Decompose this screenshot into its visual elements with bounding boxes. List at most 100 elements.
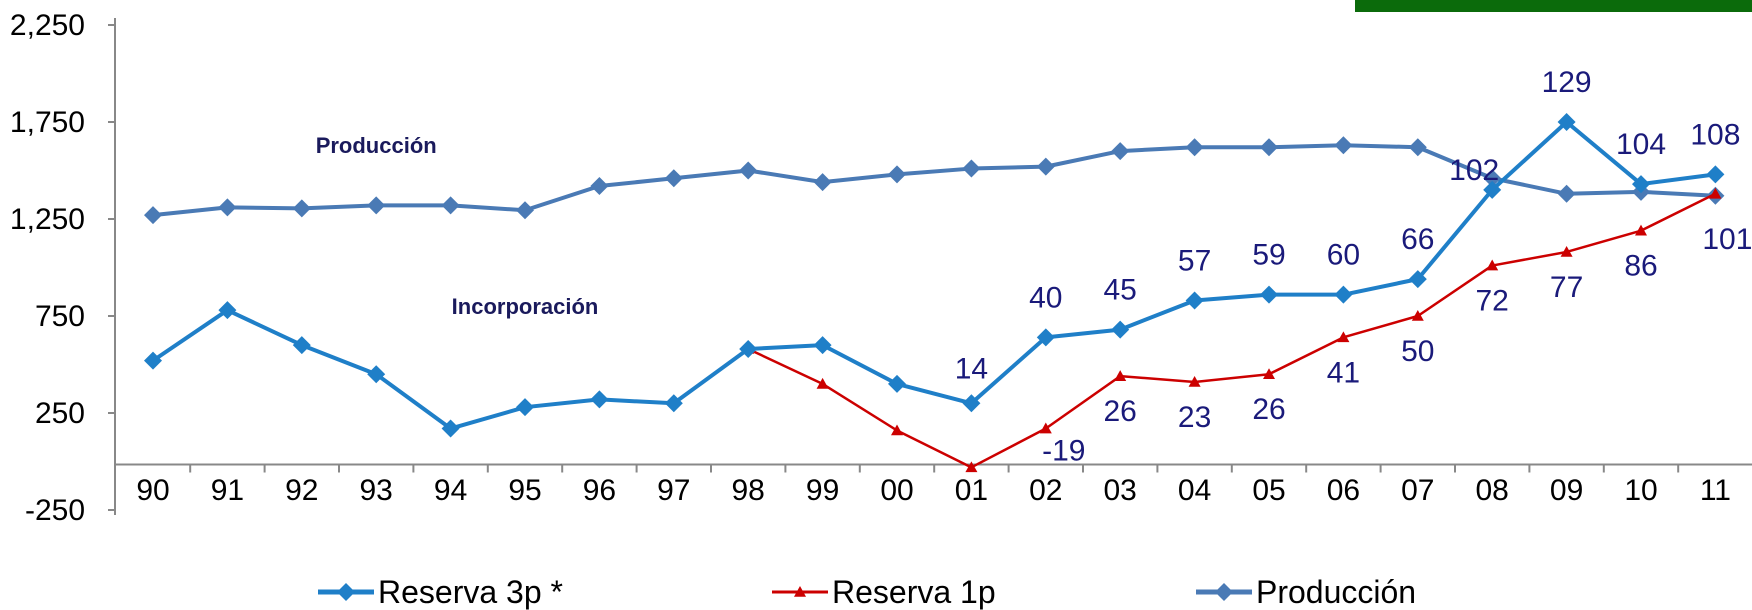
data-point	[1486, 259, 1499, 271]
data-point	[144, 206, 162, 225]
data-label: 26	[1252, 393, 1285, 426]
data-label: 41	[1327, 356, 1360, 389]
x-tick-label: 10	[1624, 474, 1657, 507]
x-tick-label: 93	[360, 474, 393, 507]
x-tick-label: 96	[583, 474, 616, 507]
series-line	[152, 143, 1716, 218]
data-point	[1111, 142, 1130, 161]
x-tick-label: 00	[880, 474, 913, 507]
data-label: 50	[1401, 335, 1434, 368]
accent-bar	[1355, 0, 1752, 12]
data-label: 59	[1252, 239, 1285, 272]
data-point	[1632, 175, 1650, 194]
data-label: 14	[955, 352, 988, 385]
data-label: 86	[1624, 250, 1657, 283]
series-group	[144, 113, 1725, 473]
annotation-label: Producción	[316, 133, 437, 158]
y-tick-label: -250	[25, 494, 85, 527]
x-axis: 90 91 92 93 94 95 96 97 98 99 00 01 02 03 04 05 06 07 08 09…	[115, 463, 1752, 507]
data-point	[739, 161, 758, 180]
data-point	[1557, 184, 1576, 203]
data-point	[888, 374, 906, 393]
data-point	[218, 301, 237, 320]
series-line	[747, 192, 1716, 469]
x-tick-label: 05	[1252, 474, 1285, 507]
data-point	[1334, 136, 1353, 155]
data-point	[292, 336, 311, 355]
data-label: 77	[1550, 271, 1583, 304]
data-point	[891, 424, 903, 436]
data-label: 57	[1178, 244, 1211, 277]
data-point	[441, 419, 460, 438]
data-point	[739, 339, 758, 358]
data-point	[1334, 285, 1353, 304]
data-point	[1408, 138, 1427, 157]
data-point	[1337, 331, 1350, 343]
data-label: 23	[1178, 401, 1211, 434]
data-labels: 14 40 45 57 59 60 66 102 129 104 108 -19 26 23 26 41 50 7…	[955, 66, 1752, 468]
data-label: 129	[1542, 66, 1592, 99]
data-point	[1706, 165, 1725, 184]
data-point	[664, 394, 683, 413]
data-point	[1483, 180, 1502, 199]
annotations: Producción Incorporación	[316, 133, 599, 319]
x-tick-label: 02	[1029, 474, 1062, 507]
legend-marker	[794, 586, 806, 597]
data-point	[1036, 328, 1055, 347]
data-point	[888, 165, 906, 184]
y-tick-label: 250	[35, 397, 85, 430]
legend-item: Reserva 3p *	[318, 574, 563, 610]
x-tick-label: 94	[434, 474, 467, 507]
data-point	[590, 177, 609, 196]
annotation-label: Incorporación	[452, 294, 599, 319]
x-tick-label: 98	[732, 474, 765, 507]
data-label: 108	[1690, 118, 1740, 151]
data-point	[1039, 422, 1052, 434]
data-point	[813, 173, 832, 192]
x-tick-label: 03	[1104, 474, 1137, 507]
data-point	[367, 365, 386, 384]
data-label: 66	[1401, 223, 1434, 256]
data-point	[516, 201, 534, 220]
data-label: 60	[1327, 239, 1360, 272]
data-point	[590, 390, 609, 409]
series-line	[151, 120, 1716, 431]
y-tick-label: 750	[35, 300, 85, 333]
data-label: 26	[1104, 395, 1137, 428]
data-point	[1260, 285, 1278, 304]
x-tick-label: 99	[806, 474, 839, 507]
data-point	[1263, 368, 1275, 379]
legend-marker	[1215, 583, 1233, 601]
data-point	[1185, 291, 1204, 310]
x-tick-label: 91	[211, 474, 244, 507]
x-tick-label: 09	[1550, 474, 1583, 507]
x-tick-label: 92	[285, 474, 318, 507]
legend-marker	[337, 583, 355, 601]
x-tick-label: 06	[1327, 474, 1360, 507]
data-point	[1036, 157, 1055, 176]
y-tick-label: 1,250	[10, 203, 85, 236]
legend-item: Producción	[1196, 574, 1416, 610]
x-tick-label: 07	[1401, 474, 1434, 507]
data-point	[367, 196, 386, 215]
data-point	[144, 351, 162, 370]
data-point	[962, 394, 981, 413]
x-tick-label: 11	[1700, 474, 1731, 507]
data-point	[516, 398, 534, 417]
data-point	[1111, 320, 1130, 339]
data-label: 45	[1104, 274, 1137, 307]
data-point	[1185, 138, 1204, 157]
data-point	[965, 461, 978, 473]
data-point	[1560, 245, 1573, 257]
x-tick-label: 04	[1178, 474, 1211, 507]
data-label: 104	[1616, 128, 1666, 161]
data-point	[664, 169, 683, 188]
x-tick-label: 95	[508, 474, 541, 507]
data-point	[292, 199, 311, 218]
data-point	[1635, 224, 1647, 236]
x-tick-label: 01	[955, 474, 988, 507]
data-point	[816, 377, 829, 389]
data-point	[1411, 310, 1424, 321]
x-tick-label: 08	[1476, 474, 1509, 507]
legend-label: Producción	[1256, 574, 1416, 610]
